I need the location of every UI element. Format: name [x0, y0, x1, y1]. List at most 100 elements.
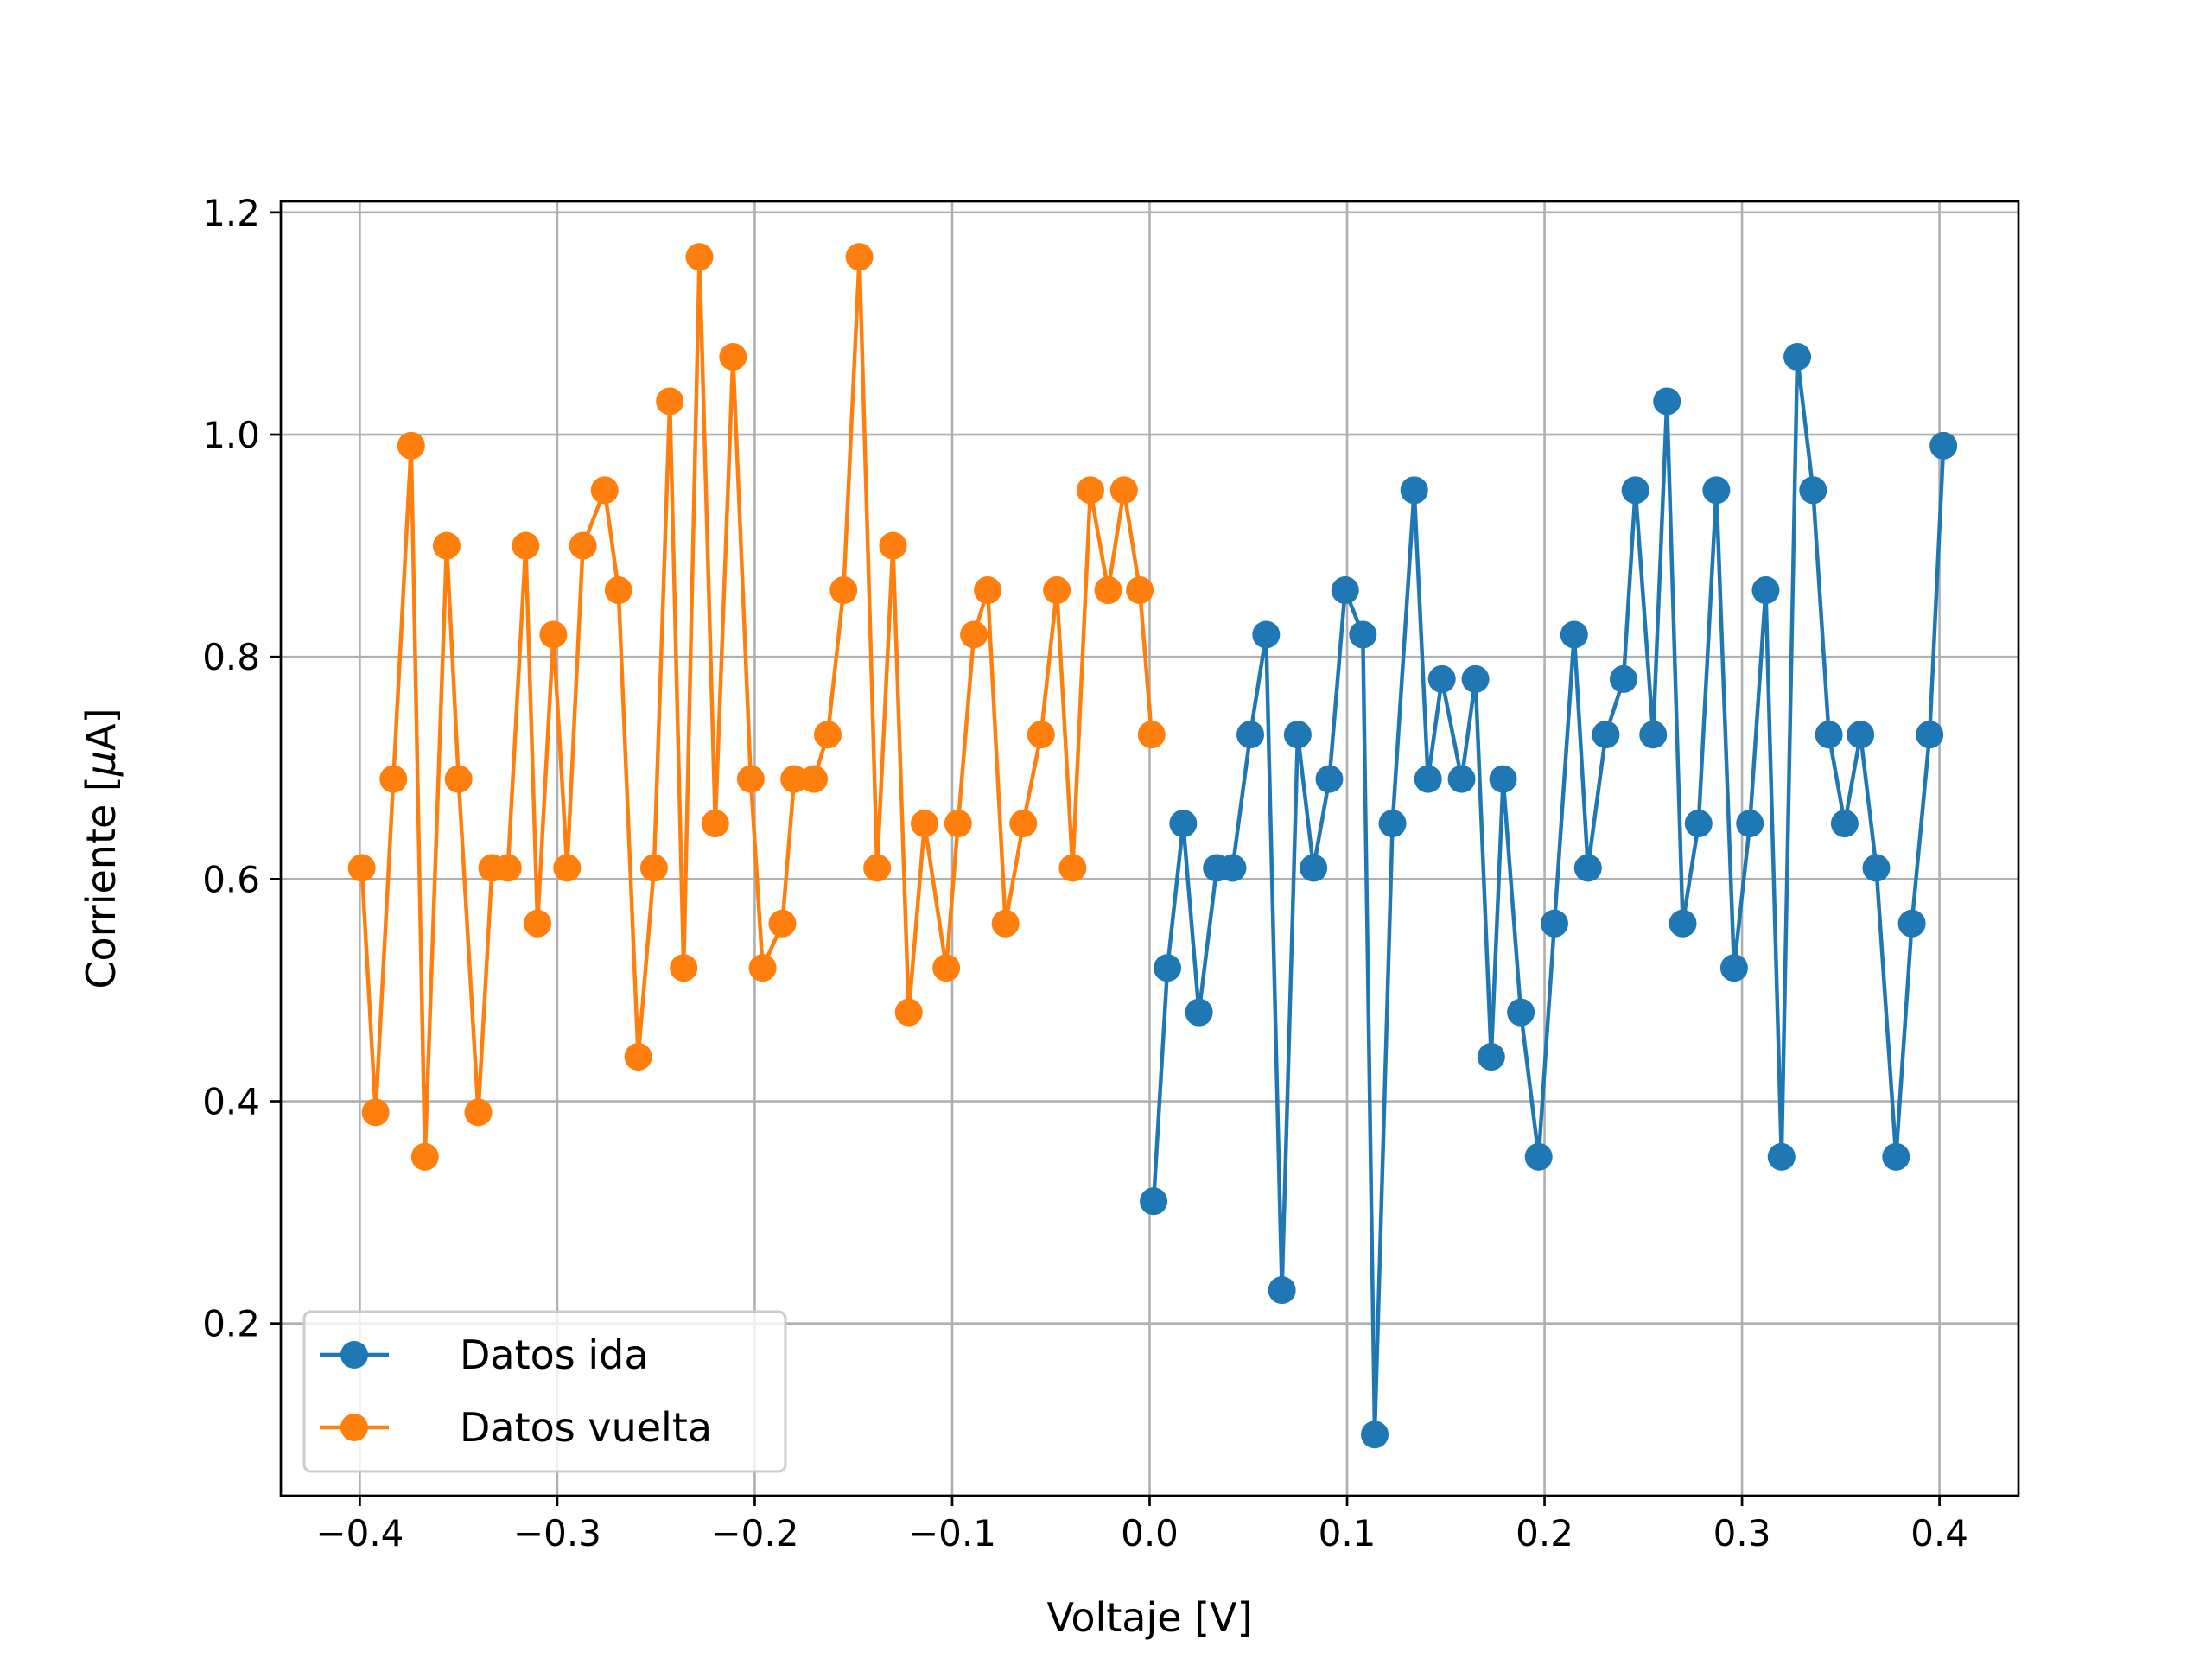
data-point — [991, 909, 1020, 938]
data-point — [1169, 810, 1198, 838]
x-tick-label: 0.0 — [1121, 1512, 1179, 1554]
x-tick-label: 0.3 — [1713, 1512, 1771, 1554]
x-tick-label: 0.1 — [1319, 1512, 1376, 1554]
y-tick-label: 0.8 — [202, 636, 260, 678]
data-point — [960, 620, 988, 649]
data-point — [1109, 476, 1138, 505]
data-point — [1736, 810, 1764, 838]
data-point — [1268, 1276, 1296, 1305]
data-point — [1702, 476, 1731, 505]
data-point — [524, 909, 552, 938]
data-point — [1137, 721, 1166, 749]
data-point — [1639, 721, 1668, 749]
data-point — [1560, 620, 1588, 649]
legend-label: Datos vuelta — [460, 1404, 712, 1451]
data-point — [604, 576, 632, 605]
data-point — [1414, 765, 1442, 793]
data-point — [1154, 954, 1182, 982]
y-axis-label-mu: μ — [78, 751, 124, 777]
data-point — [347, 854, 376, 882]
data-point — [768, 909, 797, 938]
data-point — [539, 620, 568, 649]
data-point — [1447, 765, 1476, 793]
legend-box — [302, 1310, 787, 1473]
data-point — [1719, 954, 1748, 982]
y-axis-label: Corriente [μA] — [78, 708, 124, 988]
data-point — [410, 1142, 439, 1171]
data-point — [701, 810, 729, 838]
data-point — [1751, 576, 1780, 605]
data-point — [780, 765, 809, 793]
data-point — [1477, 1043, 1505, 1071]
data-point — [1361, 1421, 1389, 1449]
series-line — [1151, 354, 1946, 1437]
data-point — [719, 343, 747, 372]
data-point — [1573, 854, 1602, 882]
data-point — [1283, 721, 1312, 749]
data-point — [1043, 576, 1071, 605]
data-point — [1767, 1142, 1796, 1171]
data-point — [800, 765, 829, 793]
data-point — [1009, 810, 1038, 838]
data-point — [639, 854, 668, 882]
data-point — [1621, 476, 1649, 505]
data-point — [1378, 810, 1407, 838]
data-point — [879, 531, 907, 560]
y-axis-label-suffix: A] — [78, 708, 124, 750]
data-point — [1669, 909, 1697, 938]
legend-marker — [340, 1414, 368, 1441]
y-tick-label: 0.6 — [202, 858, 260, 900]
data-point — [478, 854, 506, 882]
data-point — [1252, 620, 1281, 649]
data-point — [830, 576, 858, 605]
data-point — [1058, 854, 1087, 882]
data-point — [863, 854, 892, 882]
data-point — [944, 810, 972, 838]
x-tick-label: 0.2 — [1516, 1512, 1573, 1554]
x-tick-label: −0.4 — [315, 1512, 404, 1554]
legend-marker — [340, 1341, 368, 1369]
data-point — [1783, 343, 1812, 372]
data-point — [1862, 854, 1891, 882]
series-layer — [347, 243, 1958, 1449]
data-point — [932, 954, 961, 982]
data-point — [1929, 431, 1958, 460]
data-point — [1315, 765, 1344, 793]
x-tick-label: −0.3 — [513, 1512, 601, 1554]
data-point — [361, 1098, 390, 1127]
data-point — [1609, 664, 1637, 693]
data-point — [1489, 765, 1517, 793]
data-point — [553, 854, 582, 882]
data-point — [1218, 854, 1247, 882]
x-axis-ticks: −0.4 −0.3 −0.2 −0.1 0.0 0.1 0.2 0.3 0.4 — [315, 1496, 1968, 1554]
data-point — [1236, 721, 1265, 749]
data-point — [1427, 664, 1456, 693]
legend-item: Datos vuelta — [320, 1404, 712, 1451]
data-point — [1140, 1187, 1168, 1216]
legend-label: Datos ida — [460, 1332, 649, 1378]
data-point — [736, 765, 765, 793]
y-axis-label-prefix: Corriente [ — [78, 776, 124, 988]
data-point — [1507, 998, 1535, 1027]
data-point — [512, 531, 540, 560]
data-point — [1799, 476, 1827, 505]
data-point — [1540, 909, 1568, 938]
legend: Datos ida Datos vuelta — [302, 1310, 787, 1473]
data-point — [624, 1043, 652, 1071]
data-point — [397, 431, 425, 460]
data-point — [1331, 576, 1359, 605]
data-point — [845, 243, 874, 271]
data-point — [1076, 476, 1104, 505]
x-tick-label: −0.2 — [710, 1512, 798, 1554]
series-2 — [347, 243, 1166, 1171]
y-tick-label: 0.4 — [202, 1081, 260, 1123]
y-tick-label: 0.2 — [202, 1303, 260, 1345]
data-point — [748, 954, 777, 982]
data-point — [1916, 721, 1944, 749]
data-point — [1897, 909, 1926, 938]
data-point — [1126, 576, 1154, 605]
data-point — [590, 476, 619, 505]
data-point — [1524, 1142, 1553, 1171]
data-point — [1830, 810, 1859, 838]
